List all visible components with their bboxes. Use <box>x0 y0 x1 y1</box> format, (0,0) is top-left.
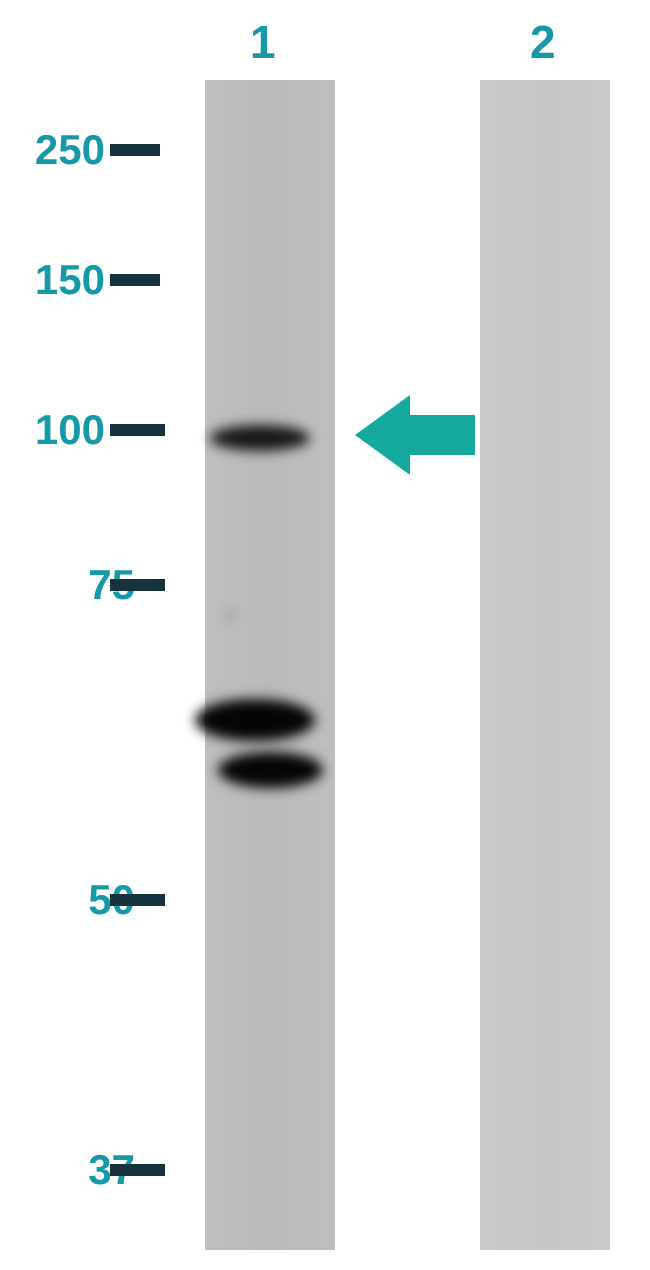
indicator-arrow <box>355 395 475 475</box>
band-lane1-0 <box>210 425 310 451</box>
lane-1 <box>205 80 335 1250</box>
marker-tick-37 <box>110 1164 165 1176</box>
lane-1-label: 1 <box>250 15 276 69</box>
band-lane1-1 <box>195 699 315 741</box>
marker-tick-250 <box>110 144 160 156</box>
marker-label-100: 100 <box>5 406 105 454</box>
lane-2-label: 2 <box>530 15 556 69</box>
band-lane1-3 <box>226 610 234 620</box>
lane-2 <box>480 80 610 1250</box>
marker-label-150: 150 <box>5 256 105 304</box>
western-blot: 1 2 250150100755037 <box>0 0 650 1270</box>
band-lane1-2 <box>218 752 323 788</box>
marker-tick-75 <box>110 579 165 591</box>
marker-tick-100 <box>110 424 165 436</box>
marker-label-250: 250 <box>5 126 105 174</box>
marker-tick-50 <box>110 894 165 906</box>
marker-tick-150 <box>110 274 160 286</box>
